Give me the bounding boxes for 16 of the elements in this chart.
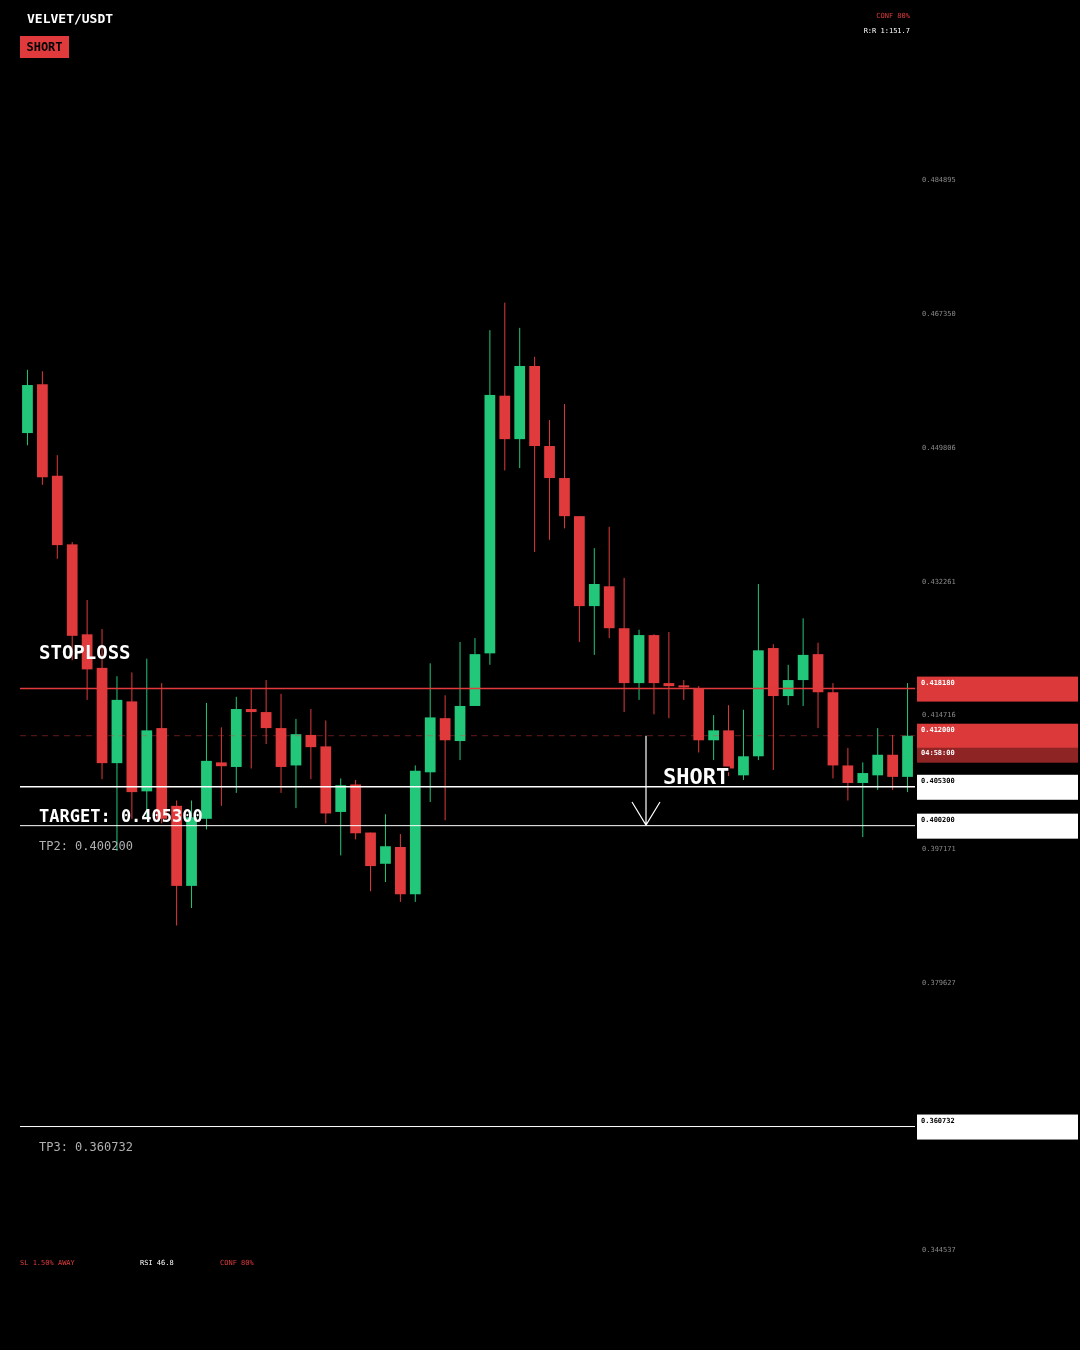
- candlestick: [857, 761, 869, 838]
- candlestick: [872, 727, 884, 791]
- candlestick: [588, 547, 600, 656]
- candlestick: [380, 813, 391, 883]
- annotation: SHORT: [663, 764, 730, 789]
- candlestick: [782, 664, 794, 706]
- candlestick: [842, 747, 854, 801]
- candlestick: [887, 734, 898, 791]
- text: SHORT: [26, 40, 63, 55]
- candlestick: [708, 714, 719, 761]
- candlestick: [305, 708, 317, 780]
- candlestick: [216, 726, 227, 807]
- ref-line-label: TP3: 0.360732: [39, 1139, 133, 1154]
- chart-title: VELVET/USDT: [27, 11, 114, 26]
- candlestick: [738, 709, 749, 781]
- candlestick: [439, 694, 451, 821]
